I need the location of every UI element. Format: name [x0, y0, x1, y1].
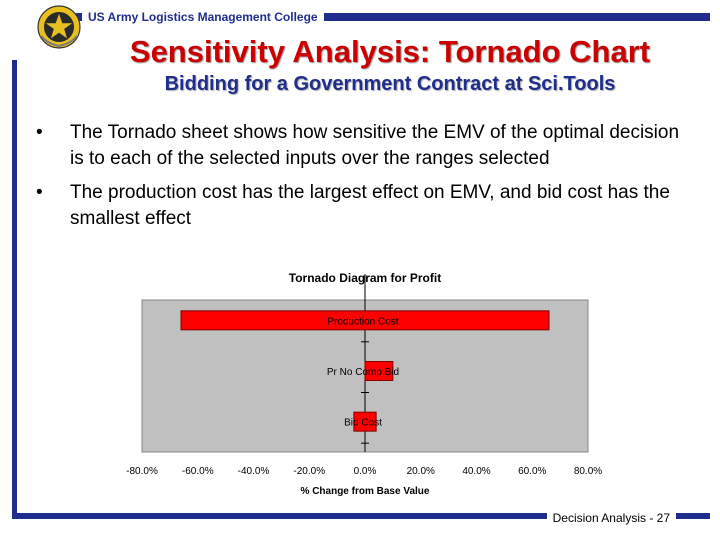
header-rule: [76, 13, 710, 21]
x-tick-label: -40.0%: [238, 466, 270, 477]
tornado-bar: [353, 411, 377, 432]
x-tick-label: -20.0%: [293, 466, 325, 477]
footer-label: Decision Analysis - 27: [546, 510, 676, 526]
org-label: US Army Logistics Management College: [82, 10, 324, 24]
category-label: Bid Cost: [344, 418, 382, 429]
bullet-dot: •: [36, 122, 43, 143]
army-crest-icon: [37, 5, 81, 49]
bullet-item: • The production cost has the largest ef…: [36, 180, 696, 232]
bullet-list: • The Tornado sheet shows how sensitive …: [36, 120, 696, 240]
bullet-dot: •: [36, 182, 43, 203]
x-tick-label: -80.0%: [126, 466, 158, 477]
left-rule: [12, 60, 17, 518]
x-tick-label: 60.0%: [518, 466, 546, 477]
x-axis-label: % Change from Base Value: [301, 486, 430, 497]
x-tick-label: 40.0%: [462, 466, 490, 477]
bullet-item: • The Tornado sheet shows how sensitive …: [36, 120, 696, 172]
x-tick-label: 20.0%: [407, 466, 435, 477]
tornado-bar: [364, 361, 394, 381]
bullet-text: The Tornado sheet shows how sensitive th…: [70, 122, 680, 169]
slide-subtitle: Bidding for a Government Contract at Sci…: [164, 73, 616, 95]
x-tick-label: 80.0%: [574, 466, 602, 477]
category-label: Production Cost: [327, 316, 398, 327]
tornado-bar: [180, 310, 550, 331]
x-tick-label: -60.0%: [182, 466, 214, 477]
slide-title: Sensitivity Analysis: Tornado Chart: [129, 34, 651, 69]
category-label: Pr No Comp Bid: [327, 367, 399, 378]
x-tick-label: 0.0%: [354, 466, 377, 477]
bullet-text: The production cost has the largest effe…: [70, 182, 670, 229]
footer-rule: [12, 513, 710, 519]
